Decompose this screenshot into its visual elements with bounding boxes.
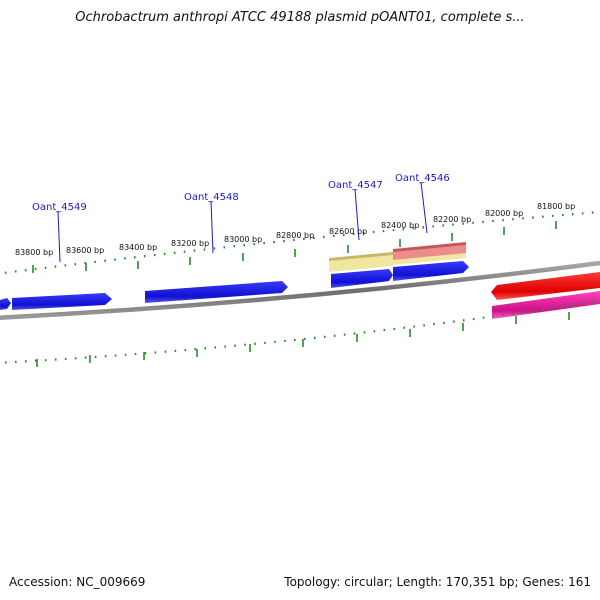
gene-arrow [331,269,393,288]
gene-arrow [492,291,600,319]
backbone [0,260,600,320]
inner-major-ticks [36,312,570,367]
gene-label-oant-4548: Oant_4548 [184,192,239,203]
gene-arrow [145,281,288,303]
gene-label-oant-4546: Oant_4546 [395,173,450,184]
scale-labels: 83800 bp 83600 bp 83400 bp 83200 bp 8300… [15,202,575,257]
scale-label: 82800 bp [276,231,314,240]
reverse-genes [491,272,600,319]
scale-label: 83800 bp [15,248,53,257]
gene-label-oant-4547: Oant_4547 [328,180,383,191]
accession-text: Accession: NC_009669 [9,575,146,589]
scale-label: 83000 bp [224,235,262,244]
outer-major-ticks [32,221,557,273]
scale-label: 81800 bp [537,202,575,211]
gene-label-oant-4549: Oant_4549 [32,202,87,213]
gene-arrow [12,293,112,310]
scale-label: 82400 bp [381,221,419,230]
outer-tick-ring [0,210,600,275]
summary-text: Topology: circular; Length: 170,351 bp; … [284,575,591,589]
scale-label: 83200 bp [171,239,209,248]
scale-label: 82000 bp [485,209,523,218]
scale-label: 82200 bp [433,215,471,224]
scale-label: 82600 bp [329,227,367,236]
gene-labels: Oant_4549 Oant_4548 Oant_4547 Oant_4546 [32,173,450,263]
highlight-band [329,242,466,272]
gene-arrow [491,272,600,300]
map-title: Ochrobactrum anthropi ATCC 49188 plasmid… [75,10,525,25]
scale-label: 83400 bp [119,243,157,252]
gene-arrow [393,261,469,281]
forward-genes [0,261,469,310]
gene-arrow [0,298,11,310]
scale-label: 83600 bp [66,246,104,255]
